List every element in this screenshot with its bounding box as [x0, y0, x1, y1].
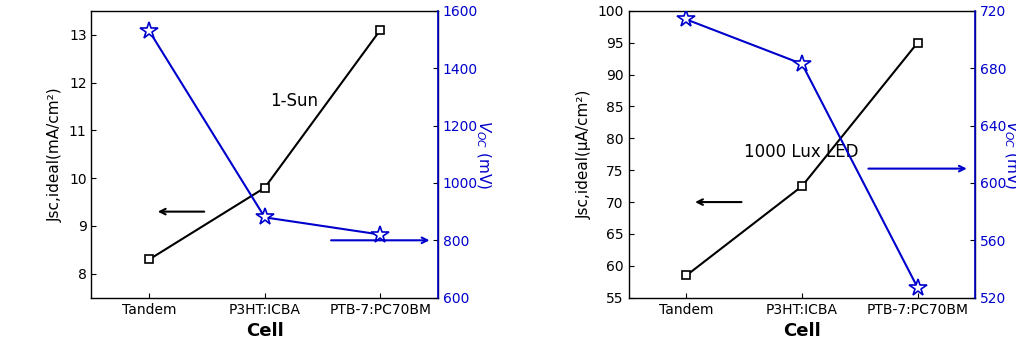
Y-axis label: $V_{OC}$ (mV): $V_{OC}$ (mV): [473, 119, 492, 189]
Text: 1-Sun: 1-Sun: [270, 93, 319, 110]
Y-axis label: Jsc,ideal(μA/cm²): Jsc,ideal(μA/cm²): [577, 90, 592, 219]
Y-axis label: $V_{OC}$ (mV): $V_{OC}$ (mV): [1002, 119, 1016, 189]
X-axis label: Cell: Cell: [783, 322, 821, 340]
Y-axis label: Jsc,ideal(mA/cm²): Jsc,ideal(mA/cm²): [49, 87, 63, 221]
X-axis label: Cell: Cell: [246, 322, 283, 340]
Text: 1000 Lux LED: 1000 Lux LED: [745, 143, 859, 162]
